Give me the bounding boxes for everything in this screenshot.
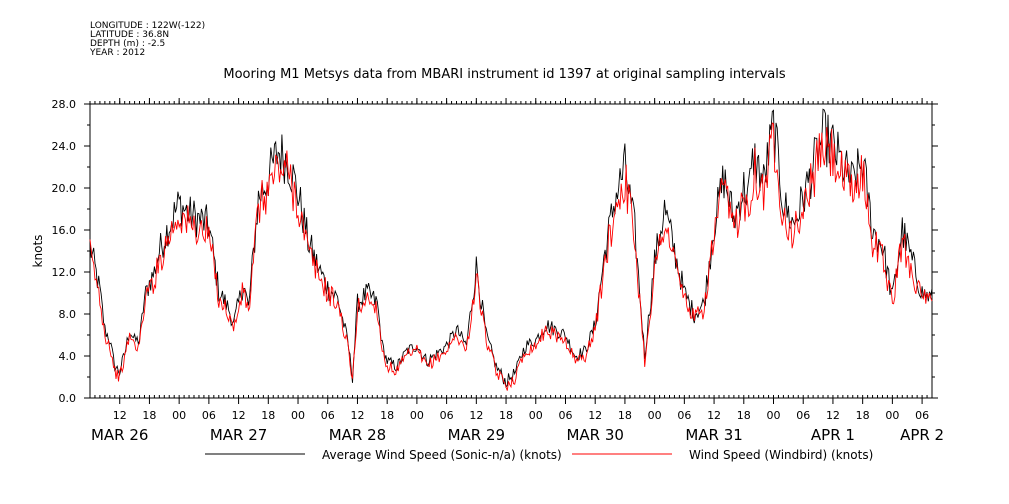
x-hour-label: 18	[261, 409, 275, 422]
x-date-label: MAR 30	[566, 426, 623, 444]
x-date-label: MAR 28	[329, 426, 386, 444]
x-date-label: APR 2	[900, 426, 944, 444]
series-line-average-wind-speed	[89, 108, 933, 389]
depth-label: DEPTH (m) : -2.5	[90, 39, 166, 49]
x-hour-label: 12	[350, 409, 364, 422]
x-hour-label: 00	[529, 409, 543, 422]
y-tick-label: 0.0	[59, 392, 77, 405]
x-hour-label: 00	[648, 409, 662, 422]
x-hour-label: 00	[291, 409, 305, 422]
longitude-label: LONGITUDE : 122W(-122)	[90, 21, 206, 31]
x-hour-label: 12	[232, 409, 246, 422]
chart-title: Mooring M1 Metsys data from MBARI instru…	[223, 67, 786, 82]
x-hour-label: 06	[915, 409, 929, 422]
x-hour-label: 06	[321, 409, 335, 422]
x-hour-label: 06	[558, 409, 572, 422]
legend-label: Wind Speed (Windbird) (knots)	[689, 448, 873, 462]
x-hour-label: 12	[469, 409, 483, 422]
series-line-windbird-wind-speed	[89, 122, 933, 391]
x-date-label: MAR 29	[448, 426, 505, 444]
x-hour-label: 18	[737, 409, 751, 422]
year-label: YEAR : 2012	[90, 48, 146, 58]
x-hour-label: 00	[410, 409, 424, 422]
latitude-label: LATITUDE : 36.8N	[90, 30, 170, 40]
x-hour-label: 00	[172, 409, 186, 422]
x-hour-label: 18	[142, 409, 156, 422]
y-tick-label: 24.0	[52, 140, 77, 153]
x-hour-label: 18	[380, 409, 394, 422]
metadata-block: LONGITUDE : 122W(-122) LATITUDE : 36.8N …	[90, 22, 205, 58]
x-hour-label: 12	[707, 409, 721, 422]
y-axis-label: knots	[31, 235, 45, 268]
y-tick-label: 8.0	[59, 308, 77, 321]
y-tick-label: 20.0	[52, 182, 77, 195]
x-hour-label: 06	[796, 409, 810, 422]
x-hour-label: 12	[588, 409, 602, 422]
plot-frame	[89, 103, 933, 399]
x-date-label: MAR 31	[685, 426, 742, 444]
x-date-label: APR 1	[811, 426, 855, 444]
y-tick-label: 12.0	[52, 266, 77, 279]
x-hour-label: 00	[885, 409, 899, 422]
x-hour-label: 06	[202, 409, 216, 422]
legend-label: Average Wind Speed (Sonic-n/a) (knots)	[322, 448, 562, 462]
x-date-label: MAR 27	[210, 426, 267, 444]
x-hour-label: 06	[677, 409, 691, 422]
x-hour-label: 06	[440, 409, 454, 422]
y-tick-label: 28.0	[52, 98, 77, 111]
x-hour-label: 18	[499, 409, 513, 422]
x-hour-label: 00	[767, 409, 781, 422]
y-tick-label: 4.0	[59, 350, 77, 363]
x-date-label: MAR 26	[91, 426, 148, 444]
x-hour-label: 12	[826, 409, 840, 422]
y-tick-label: 16.0	[52, 224, 77, 237]
x-hour-label: 18	[856, 409, 870, 422]
x-hour-label: 18	[618, 409, 632, 422]
x-hour-label: 12	[113, 409, 127, 422]
